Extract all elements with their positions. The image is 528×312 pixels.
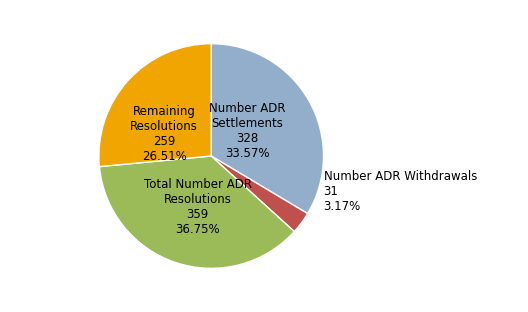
Text: Number ADR Withdrawals
31
3.17%: Number ADR Withdrawals 31 3.17% xyxy=(324,170,477,213)
Wedge shape xyxy=(99,156,294,268)
Wedge shape xyxy=(99,44,211,167)
Wedge shape xyxy=(211,156,308,232)
Wedge shape xyxy=(211,44,324,214)
Text: Remaining
Resolutions
259
26.51%: Remaining Resolutions 259 26.51% xyxy=(130,105,198,163)
Text: Number ADR
Settlements
328
33.57%: Number ADR Settlements 328 33.57% xyxy=(209,102,286,160)
Text: Total Number ADR
Resolutions
359
36.75%: Total Number ADR Resolutions 359 36.75% xyxy=(144,178,252,236)
